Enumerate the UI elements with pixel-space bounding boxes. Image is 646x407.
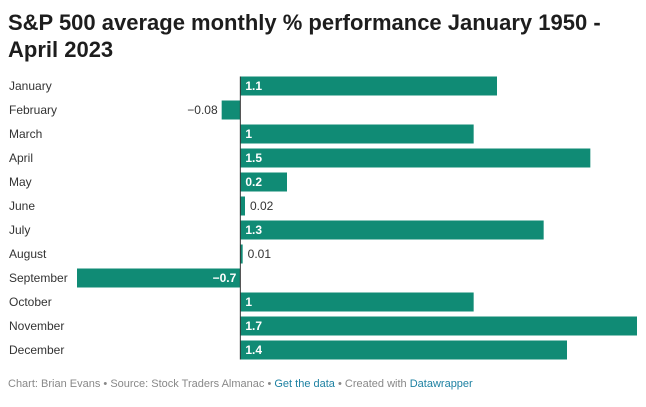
- value-label: 0.02: [250, 199, 274, 213]
- footer-source: Source: Stock Traders Almanac: [110, 378, 265, 390]
- chart-footer: Chart: Brian Evans • Source: Stock Trade…: [8, 378, 473, 390]
- bar: [240, 244, 243, 264]
- datawrapper-link[interactable]: Datawrapper: [409, 378, 473, 390]
- bar: [240, 292, 474, 312]
- bar-chart: January 1.1 February −0.08 March 1 April 1.5 May…: [9, 76, 637, 360]
- value-label: 0.2: [245, 175, 262, 189]
- footer-credit: Chart: Brian Evans: [8, 378, 101, 390]
- category-label: September: [9, 271, 68, 285]
- bar: [240, 172, 287, 192]
- bar: [240, 340, 567, 360]
- value-label: 1.3: [245, 223, 262, 237]
- value-label: −0.08: [187, 103, 218, 117]
- category-label: April: [9, 151, 33, 165]
- category-label: October: [9, 295, 52, 309]
- category-label: November: [9, 319, 64, 333]
- bar: [240, 124, 474, 144]
- value-label: −0.7: [213, 271, 237, 285]
- value-label: 1: [245, 127, 252, 141]
- footer-created-with: Created with: [344, 378, 407, 390]
- value-label: 1.5: [245, 151, 262, 165]
- category-label: February: [9, 103, 57, 117]
- chart-title: S&P 500 average monthly % performance Ja…: [8, 10, 601, 62]
- value-label: 1.7: [245, 319, 262, 333]
- value-label: 1.1: [245, 79, 262, 93]
- footer-separator: •: [337, 378, 342, 390]
- value-label: 1.4: [245, 343, 262, 357]
- category-label: December: [9, 343, 64, 357]
- value-label: 0.01: [248, 247, 272, 261]
- bar: [77, 268, 241, 288]
- category-label: January: [9, 79, 52, 93]
- bar: [240, 316, 637, 336]
- category-label: July: [9, 223, 30, 237]
- bar: [240, 220, 544, 240]
- footer-separator: •: [103, 378, 108, 390]
- category-label: August: [9, 247, 47, 261]
- category-label: March: [9, 127, 42, 141]
- bar: [240, 148, 591, 168]
- get-the-data-link[interactable]: Get the data: [274, 378, 335, 390]
- bar: [240, 196, 245, 216]
- category-label: May: [9, 175, 32, 189]
- footer-separator: •: [267, 378, 272, 390]
- bar: [240, 76, 497, 96]
- bar: [221, 100, 241, 120]
- category-label: June: [9, 199, 35, 213]
- value-label: 1: [245, 295, 252, 309]
